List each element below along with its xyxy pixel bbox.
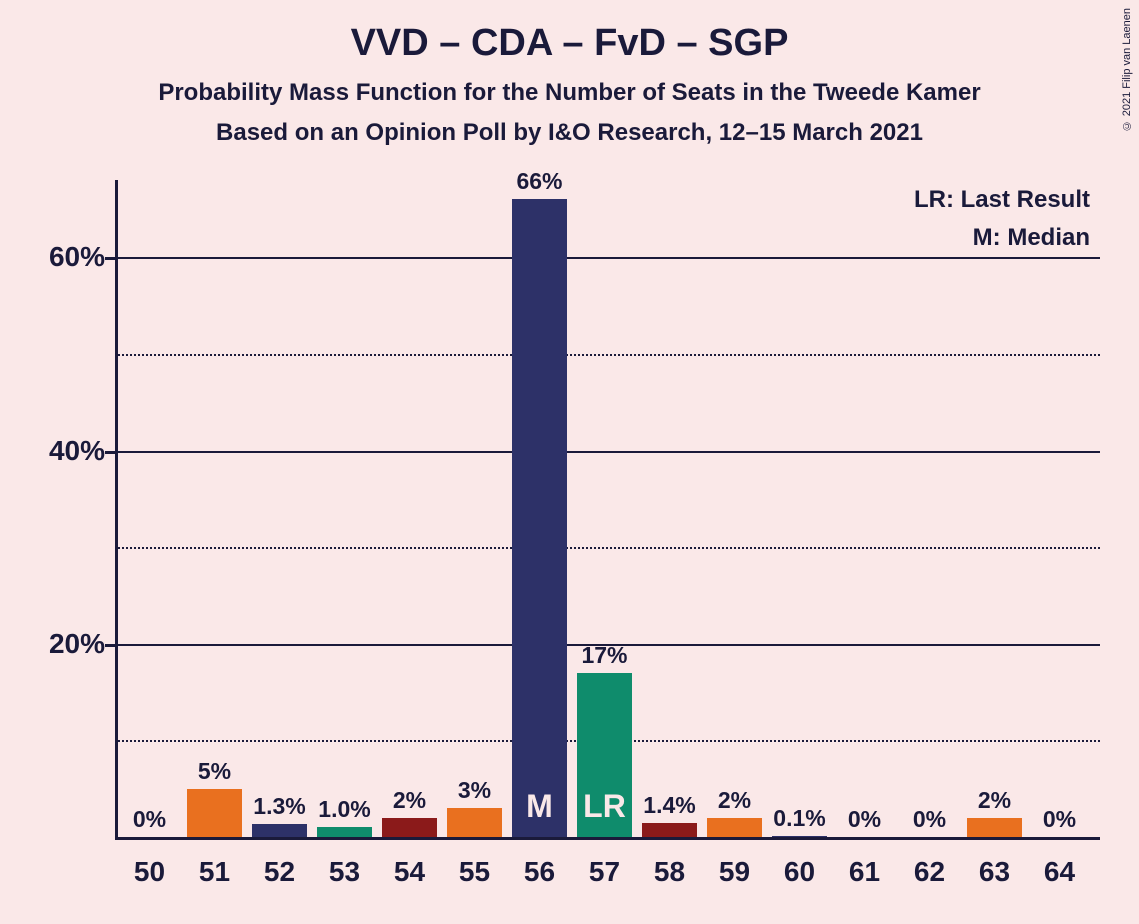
x-tick-label: 57 [589, 856, 620, 888]
bar-value-label: 1.0% [318, 796, 370, 823]
bar-value-label: 0.1% [773, 805, 825, 832]
bar-value-label: 17% [581, 642, 627, 669]
bar-marker-label: M [526, 788, 553, 825]
y-tick-mark [105, 451, 115, 454]
x-tick-label: 54 [394, 856, 425, 888]
bar [772, 836, 827, 837]
bar: LR [577, 673, 632, 837]
bar-value-label: 0% [848, 806, 881, 833]
bar [252, 824, 307, 837]
gridline-major [118, 257, 1100, 259]
y-tick-label: 20% [25, 628, 105, 660]
copyright-text: © 2021 Filip van Laenen [1121, 8, 1133, 131]
x-tick-label: 64 [1044, 856, 1075, 888]
bar-value-label: 0% [913, 806, 946, 833]
x-tick-label: 50 [134, 856, 165, 888]
y-tick-mark [105, 644, 115, 647]
x-tick-label: 58 [654, 856, 685, 888]
x-tick-label: 53 [329, 856, 360, 888]
bar [447, 808, 502, 837]
bar-marker-label: LR [583, 788, 626, 825]
bar [707, 818, 762, 837]
bar-value-label: 2% [393, 787, 426, 814]
x-tick-label: 51 [199, 856, 230, 888]
bar-value-label: 0% [1043, 806, 1076, 833]
bar-value-label: 2% [978, 787, 1011, 814]
bar: M [512, 199, 567, 837]
bar-value-label: 5% [198, 758, 231, 785]
bar-value-label: 0% [133, 806, 166, 833]
x-tick-label: 60 [784, 856, 815, 888]
bar [187, 789, 242, 837]
bar [317, 827, 372, 837]
bar-value-label: 1.4% [643, 792, 695, 819]
gridline-minor [118, 354, 1100, 356]
y-tick-mark [105, 257, 115, 260]
bar-value-label: 1.3% [253, 793, 305, 820]
bar [382, 818, 437, 837]
chart-subtitle-2: Based on an Opinion Poll by I&O Research… [0, 119, 1139, 147]
x-axis [115, 837, 1100, 840]
legend-median: M: Median [973, 224, 1090, 252]
x-tick-label: 56 [524, 856, 555, 888]
x-tick-label: 61 [849, 856, 880, 888]
bar-value-label: 2% [718, 787, 751, 814]
chart-plot-area: LR: Last Result M: Median 20%40%60% 0%5%… [115, 180, 1100, 840]
chart-title: VVD – CDA – FvD – SGP [0, 0, 1139, 65]
y-tick-label: 40% [25, 435, 105, 467]
bar-value-label: 3% [458, 777, 491, 804]
chart-subtitle-1: Probability Mass Function for the Number… [0, 79, 1139, 107]
legend-last-result: LR: Last Result [914, 186, 1090, 214]
bar [967, 818, 1022, 837]
x-tick-label: 52 [264, 856, 295, 888]
bar [642, 823, 697, 837]
y-tick-label: 60% [25, 241, 105, 273]
x-tick-label: 55 [459, 856, 490, 888]
gridline-minor [118, 547, 1100, 549]
x-tick-label: 59 [719, 856, 750, 888]
x-tick-label: 62 [914, 856, 945, 888]
bar-value-label: 66% [516, 168, 562, 195]
x-tick-label: 63 [979, 856, 1010, 888]
gridline-major [118, 451, 1100, 453]
